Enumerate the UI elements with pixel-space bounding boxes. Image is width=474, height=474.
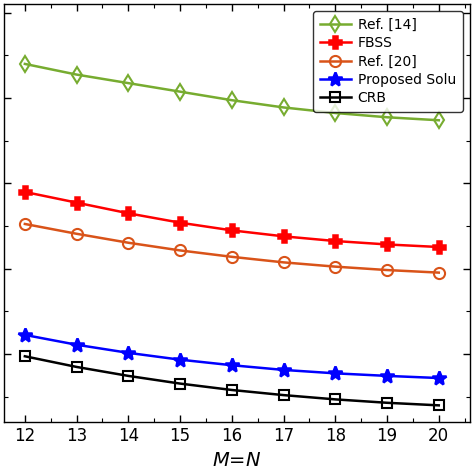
Ref. [14] (436, 118, 442, 123)
Ref. [20] (436, 270, 442, 275)
Ref. [20] (281, 260, 286, 265)
Ref. [20] (229, 254, 235, 260)
Line: Proposed Solu: Proposed Solu (18, 328, 446, 385)
Proposed Solu (126, 350, 131, 356)
FBSS (22, 189, 27, 195)
Ref. [14] (281, 105, 286, 110)
Line: CRB: CRB (20, 351, 444, 410)
Proposed Solu (332, 371, 338, 376)
FBSS (177, 220, 183, 226)
FBSS (74, 200, 80, 205)
Ref. [20] (177, 247, 183, 253)
Ref. [20] (74, 231, 80, 237)
CRB (436, 402, 442, 408)
CRB (177, 381, 183, 386)
FBSS (332, 238, 338, 244)
CRB (281, 392, 286, 398)
Ref. [14] (177, 89, 183, 94)
Line: Ref. [20]: Ref. [20] (19, 219, 444, 278)
Proposed Solu (74, 342, 80, 347)
Proposed Solu (229, 363, 235, 368)
CRB (384, 400, 390, 406)
Proposed Solu (281, 367, 286, 373)
Proposed Solu (22, 332, 27, 338)
CRB (74, 364, 80, 370)
FBSS (229, 228, 235, 233)
CRB (22, 354, 27, 359)
Proposed Solu (177, 357, 183, 363)
Ref. [20] (332, 264, 338, 270)
FBSS (384, 242, 390, 247)
FBSS (436, 244, 442, 250)
FBSS (126, 210, 131, 216)
X-axis label: $M$=$N$: $M$=$N$ (212, 451, 262, 470)
Ref. [20] (384, 267, 390, 273)
Legend: Ref. [14], FBSS, Ref. [20], Proposed Solu, CRB: Ref. [14], FBSS, Ref. [20], Proposed Sol… (313, 11, 463, 112)
Ref. [20] (22, 221, 27, 227)
Line: FBSS: FBSS (19, 186, 444, 253)
Ref. [14] (384, 114, 390, 120)
Ref. [14] (229, 97, 235, 103)
Ref. [14] (332, 110, 338, 116)
Proposed Solu (384, 373, 390, 379)
Ref. [14] (74, 72, 80, 77)
CRB (332, 397, 338, 402)
Ref. [20] (126, 240, 131, 246)
Line: Ref. [14]: Ref. [14] (19, 58, 444, 126)
Ref. [14] (22, 61, 27, 67)
CRB (229, 387, 235, 393)
Ref. [14] (126, 80, 131, 86)
Proposed Solu (436, 375, 442, 381)
CRB (126, 373, 131, 379)
FBSS (281, 234, 286, 239)
